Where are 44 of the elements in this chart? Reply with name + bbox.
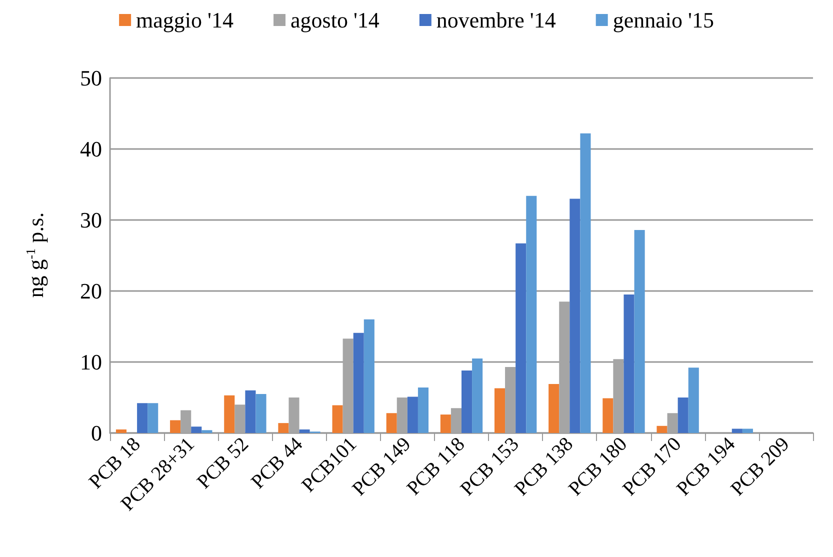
bar bbox=[494, 388, 506, 433]
y-tick-label: 50 bbox=[80, 66, 102, 90]
bar bbox=[386, 413, 397, 433]
bar bbox=[742, 428, 753, 433]
bar bbox=[170, 420, 181, 433]
y-tick-label: 10 bbox=[80, 350, 102, 374]
bar bbox=[191, 426, 202, 433]
bar bbox=[732, 428, 742, 433]
bar bbox=[570, 198, 580, 433]
bar bbox=[656, 426, 668, 433]
legend-label: maggio '14 bbox=[136, 8, 234, 32]
bar bbox=[526, 196, 537, 433]
bar bbox=[602, 398, 614, 433]
y-tick-label: 40 bbox=[80, 136, 102, 162]
legend-label: agosto '14 bbox=[290, 8, 380, 32]
bar bbox=[364, 319, 374, 433]
legend-label: gennaio '15 bbox=[612, 8, 714, 32]
bar bbox=[202, 430, 212, 433]
y-tick-label: 20 bbox=[80, 278, 102, 304]
bar bbox=[688, 368, 699, 433]
bar bbox=[678, 398, 688, 433]
y-tick-label: 0 bbox=[91, 420, 102, 446]
legend-label: novembre '14 bbox=[436, 8, 556, 32]
bar bbox=[116, 429, 126, 433]
bar bbox=[299, 429, 310, 433]
bar bbox=[634, 230, 645, 433]
bar bbox=[407, 396, 418, 433]
bar bbox=[516, 243, 526, 433]
bar bbox=[440, 414, 451, 433]
bar bbox=[548, 384, 560, 433]
bar bbox=[418, 388, 429, 433]
bar bbox=[256, 394, 266, 433]
bar bbox=[624, 294, 634, 433]
bar bbox=[278, 423, 289, 433]
y-tick-label: 30 bbox=[80, 208, 102, 232]
bar bbox=[332, 405, 343, 433]
bar bbox=[137, 403, 148, 433]
bar bbox=[472, 358, 483, 433]
bar bbox=[462, 370, 472, 433]
bar bbox=[224, 395, 235, 433]
bar bbox=[580, 133, 591, 433]
bar bbox=[353, 332, 364, 433]
bar bbox=[148, 403, 158, 433]
bar bbox=[245, 390, 256, 433]
